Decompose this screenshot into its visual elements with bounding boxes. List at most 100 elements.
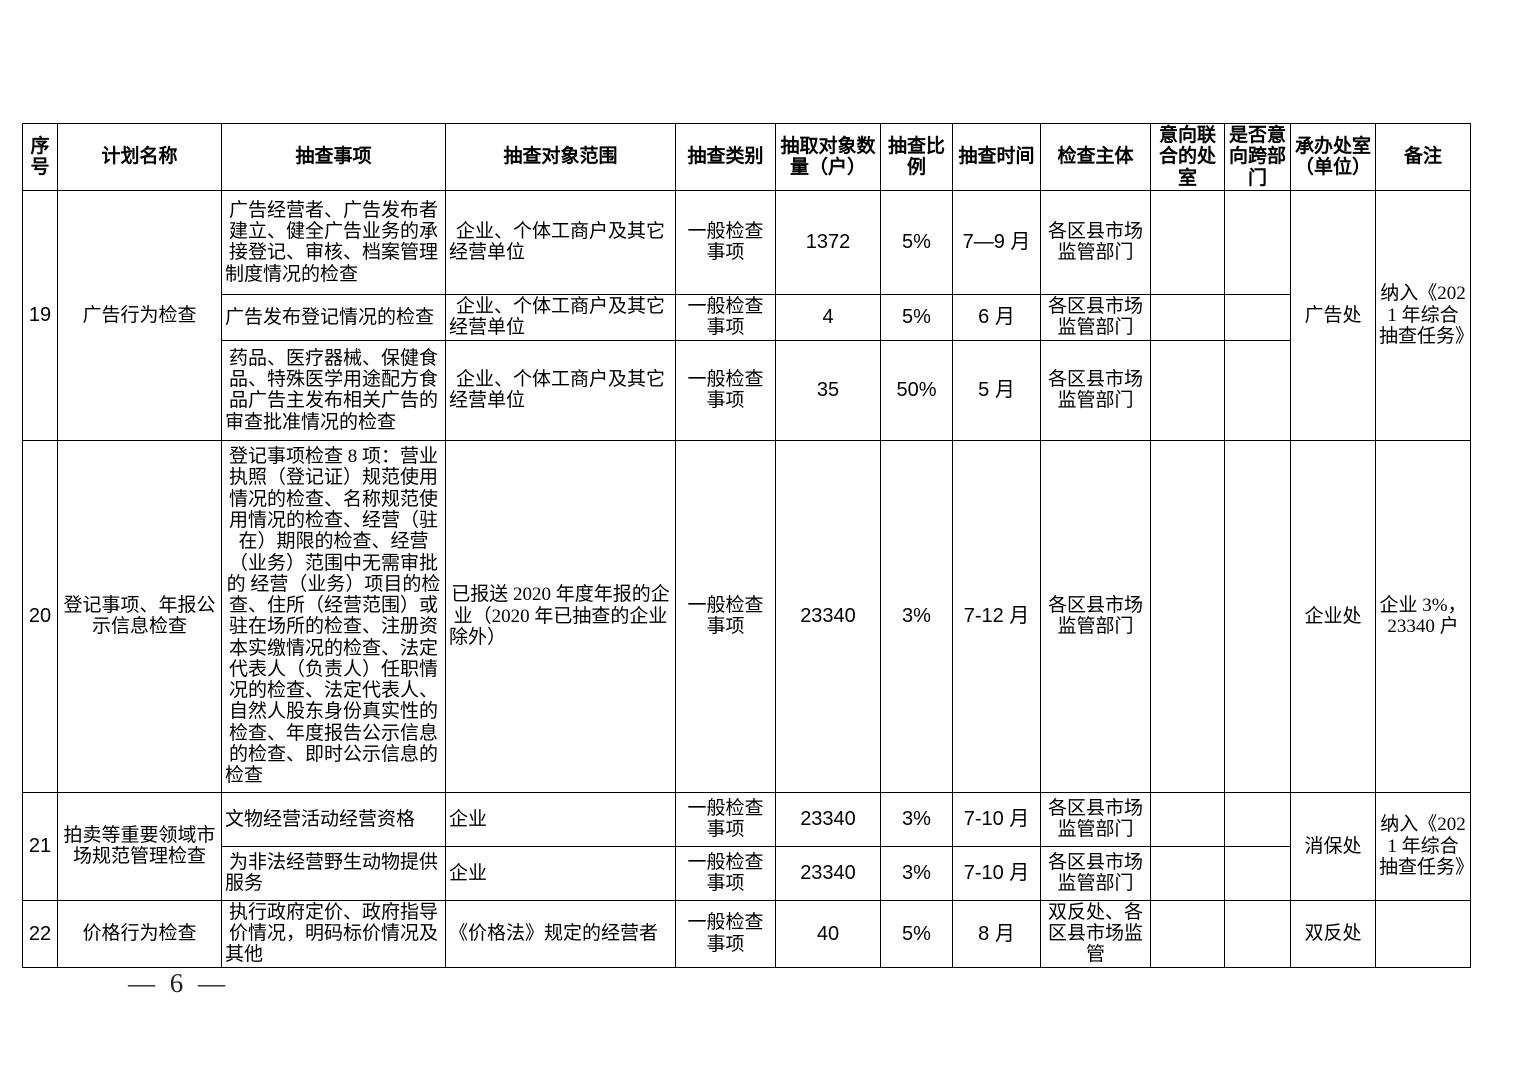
cell-subject: 各区县市场监管部门 — [1040, 845, 1151, 901]
cell-time: 7-10 月 — [952, 845, 1041, 901]
cell-undertaking-office: 双反处 — [1290, 899, 1376, 968]
cell-remark: 纳入《2021 年综合抽查任务》 — [1375, 189, 1471, 441]
cell-ratio: 3% — [880, 439, 953, 793]
cell-category: 一般检查事项 — [675, 339, 776, 441]
cell-cross-dept — [1224, 439, 1291, 793]
cell-category: 一般检查事项 — [675, 439, 776, 793]
cell-cross-dept — [1224, 899, 1291, 968]
cell-item: 药品、医疗器械、保健食品、特殊医学用途配方食品广告主发布相关广告的审查批准情况的… — [221, 339, 446, 441]
cell-seq: 20 — [22, 439, 58, 793]
table-row: 22 价格行为检查 执行政府定价、政府指导价情况，明码标价情况及其他 《价格法》… — [22, 899, 1471, 968]
cell-ratio: 50% — [880, 339, 953, 441]
cell-category: 一般检查事项 — [675, 899, 776, 968]
table-row: 21 拍卖等重要领域市场规范管理检查 文物经营活动经营资格 企业 一般检查事项 … — [22, 791, 1471, 901]
table-row: 19 广告行为检查 广告经营者、广告发布者建立、健全广告业务的承接登记、审核、档… — [22, 189, 1471, 441]
cell-cross-dept — [1224, 189, 1291, 295]
cell-joint-office — [1150, 339, 1225, 441]
col-header-time: 抽查时间 — [952, 123, 1041, 191]
table-row: 20 登记事项、年报公示信息检查 登记事项检查 8 项：营业执照（登记证）规范使… — [22, 439, 1471, 793]
col-header-item: 抽查事项 — [221, 123, 446, 191]
cell-time: 7-12 月 — [952, 439, 1041, 793]
cell-seq: 19 — [22, 189, 58, 441]
cell-joint-office — [1150, 899, 1225, 968]
cell-quantity: 40 — [775, 899, 881, 968]
cell-plan-name: 价格行为检查 — [57, 899, 222, 968]
cell-quantity: 23340 — [775, 439, 881, 793]
cell-time: 7—9 月 — [952, 189, 1041, 295]
cell-scope: 企业 — [445, 845, 676, 901]
cell-ratio: 5% — [880, 899, 953, 968]
col-header-cross-dept: 是否意向跨部门 — [1224, 123, 1291, 191]
col-header-seq: 序号 — [22, 123, 58, 191]
cell-scope: 《价格法》规定的经营者 — [445, 899, 676, 968]
cell-cross-dept — [1224, 845, 1291, 901]
cell-undertaking-office: 企业处 — [1290, 439, 1376, 793]
inspection-plan-table: 序号 计划名称 抽查事项 抽查对象范围 抽查类别 抽取对象数量（户） 抽查比例 … — [22, 123, 1471, 968]
cell-seq: 21 — [22, 791, 58, 901]
cell-category: 一般检查事项 — [675, 791, 776, 847]
cell-quantity: 35 — [775, 339, 881, 441]
col-header-plan-name: 计划名称 — [57, 123, 222, 191]
cell-scope: 企业、个体工商户及其它经营单位 — [445, 339, 676, 441]
col-header-category: 抽查类别 — [675, 123, 776, 191]
table-row: 药品、医疗器械、保健食品、特殊医学用途配方食品广告主发布相关广告的审查批准情况的… — [23, 339, 1471, 441]
cell-undertaking-office: 消保处 — [1290, 791, 1376, 901]
cell-ratio: 5% — [880, 189, 953, 295]
col-header-scope: 抽查对象范围 — [445, 123, 676, 191]
cell-item: 执行政府定价、政府指导价情况，明码标价情况及其他 — [221, 899, 446, 968]
cell-joint-office — [1150, 293, 1225, 341]
col-header-quantity: 抽取对象数量（户） — [775, 123, 881, 191]
cell-ratio: 5% — [880, 293, 953, 341]
col-header-subject: 检查主体 — [1040, 123, 1151, 191]
cell-joint-office — [1150, 189, 1225, 295]
cell-subject: 各区县市场监管部门 — [1040, 339, 1151, 441]
cell-subject: 各区县市场监管部门 — [1040, 189, 1151, 295]
cell-remark: 企业 3%，23340 户 — [1375, 439, 1471, 793]
table-header-row: 序号 计划名称 抽查事项 抽查对象范围 抽查类别 抽取对象数量（户） 抽查比例 … — [22, 123, 1471, 191]
cell-plan-name: 拍卖等重要领域市场规范管理检查 — [57, 791, 222, 901]
cell-joint-office — [1150, 791, 1225, 847]
cell-time: 8 月 — [952, 899, 1041, 968]
cell-cross-dept — [1224, 339, 1291, 441]
cell-scope: 企业、个体工商户及其它经营单位 — [445, 189, 676, 295]
cell-category: 一般检查事项 — [675, 293, 776, 341]
cell-plan-name: 广告行为检查 — [57, 189, 222, 441]
cell-quantity: 4 — [775, 293, 881, 341]
cell-joint-office — [1150, 845, 1225, 901]
cell-seq: 22 — [22, 899, 58, 968]
table-row: 广告发布登记情况的检查 企业、个体工商户及其它经营单位 一般检查事项 4 5% … — [23, 293, 1471, 341]
cell-scope: 已报送 2020 年度年报的企业（2020 年已抽查的企业除外） — [445, 439, 676, 793]
cell-time: 7-10 月 — [952, 791, 1041, 847]
cell-time: 5 月 — [952, 339, 1041, 441]
cell-plan-name: 登记事项、年报公示信息检查 — [57, 439, 222, 793]
table-row: 为非法经营野生动物提供服务 企业 一般检查事项 23340 3% 7-10 月 … — [23, 845, 1471, 901]
cell-subject: 各区县市场监管部门 — [1040, 791, 1151, 847]
cell-category: 一般检查事项 — [675, 189, 776, 295]
page-number: — 6 — — [128, 968, 229, 998]
cell-scope: 企业 — [445, 791, 676, 847]
cell-cross-dept — [1224, 791, 1291, 847]
cell-remark: 纳入《2021 年综合抽查任务》 — [1375, 791, 1471, 901]
cell-item: 文物经营活动经营资格 — [221, 791, 446, 847]
cell-undertaking-office: 广告处 — [1290, 189, 1376, 441]
cell-ratio: 3% — [880, 791, 953, 847]
cell-joint-office — [1150, 439, 1225, 793]
cell-subject: 各区县市场监管部门 — [1040, 439, 1151, 793]
col-header-remark: 备注 — [1375, 123, 1471, 191]
cell-item: 为非法经营野生动物提供服务 — [221, 845, 446, 901]
cell-scope: 企业、个体工商户及其它经营单位 — [445, 293, 676, 341]
cell-item: 登记事项检查 8 项：营业执照（登记证）规范使用情况的检查、名称规范使用情况的检… — [221, 439, 446, 793]
cell-item: 广告发布登记情况的检查 — [221, 293, 446, 341]
cell-time: 6 月 — [952, 293, 1041, 341]
cell-subject: 双反处、各区县市场监管 — [1040, 899, 1151, 968]
cell-subject: 各区县市场监管部门 — [1040, 293, 1151, 341]
cell-item: 广告经营者、广告发布者建立、健全广告业务的承接登记、审核、档案管理制度情况的检查 — [221, 189, 446, 295]
cell-category: 一般检查事项 — [675, 845, 776, 901]
cell-quantity: 23340 — [775, 791, 881, 847]
col-header-undertaking-office: 承办处室（单位） — [1290, 123, 1376, 191]
cell-ratio: 3% — [880, 845, 953, 901]
cell-quantity: 1372 — [775, 189, 881, 295]
col-header-joint-office: 意向联合的处室 — [1150, 123, 1225, 191]
cell-quantity: 23340 — [775, 845, 881, 901]
